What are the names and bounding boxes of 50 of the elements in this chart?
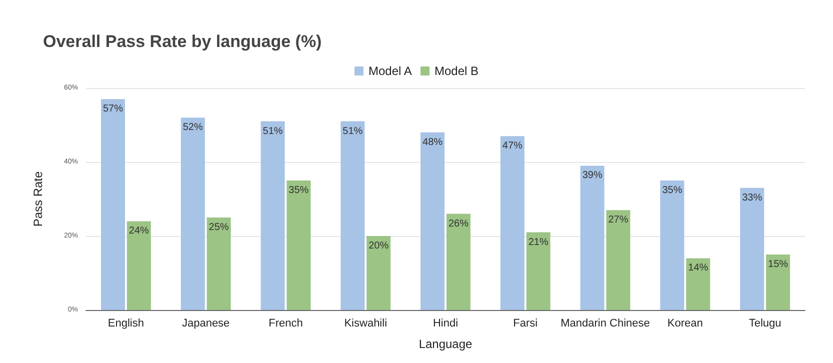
data-label: 27%	[608, 214, 628, 226]
x-tick-label: Mandarin Chinese	[560, 318, 650, 330]
bar	[500, 136, 524, 310]
y-axis-title: Pass Rate	[31, 170, 45, 227]
data-label: 33%	[742, 192, 762, 204]
bar	[766, 254, 790, 310]
bar	[740, 188, 764, 310]
data-label: 52%	[182, 122, 203, 134]
data-label: 47%	[502, 140, 523, 152]
data-label: 51%	[342, 126, 363, 137]
data-label: 15%	[768, 259, 788, 270]
data-label: 20%	[368, 240, 389, 252]
x-tick-label: Farsi	[513, 318, 538, 330]
x-tick-label: Japanese	[182, 318, 230, 330]
bar	[206, 218, 231, 310]
bar	[340, 121, 365, 310]
data-label: 24%	[128, 226, 150, 237]
x-axis-title: Language	[418, 337, 473, 351]
bar	[526, 232, 550, 310]
data-label: 35%	[288, 185, 309, 196]
bar	[660, 180, 684, 310]
legend-label: Model B	[434, 64, 479, 78]
data-label: 35%	[662, 185, 682, 196]
bar	[686, 258, 710, 310]
data-label: 14%	[688, 262, 708, 274]
chart-title: Overall Pass Rate by language (%)	[43, 32, 322, 51]
data-label: 51%	[262, 126, 283, 137]
x-tick-label: Hindi	[432, 318, 458, 330]
data-label: 48%	[422, 136, 443, 148]
bar	[580, 166, 604, 310]
bar	[260, 121, 285, 310]
data-label: 57%	[102, 104, 124, 115]
bar	[126, 221, 151, 310]
bar	[446, 214, 470, 310]
data-label: 21%	[528, 236, 548, 248]
x-tick-label: Telugu	[748, 318, 782, 330]
bar	[420, 132, 445, 310]
bar	[286, 180, 311, 310]
x-tick-label: French	[268, 318, 303, 330]
bar	[180, 118, 205, 310]
data-label: 26%	[448, 218, 469, 230]
x-tick-label: Korean	[667, 318, 703, 330]
x-tick-label: English	[108, 318, 144, 330]
legend-label: Model A	[368, 64, 412, 78]
data-label: 25%	[208, 222, 229, 233]
bar	[100, 99, 125, 310]
x-tick-label: Kiswahili	[344, 318, 388, 330]
bar	[606, 210, 630, 310]
bar	[366, 236, 391, 310]
data-label: 39%	[582, 170, 602, 182]
